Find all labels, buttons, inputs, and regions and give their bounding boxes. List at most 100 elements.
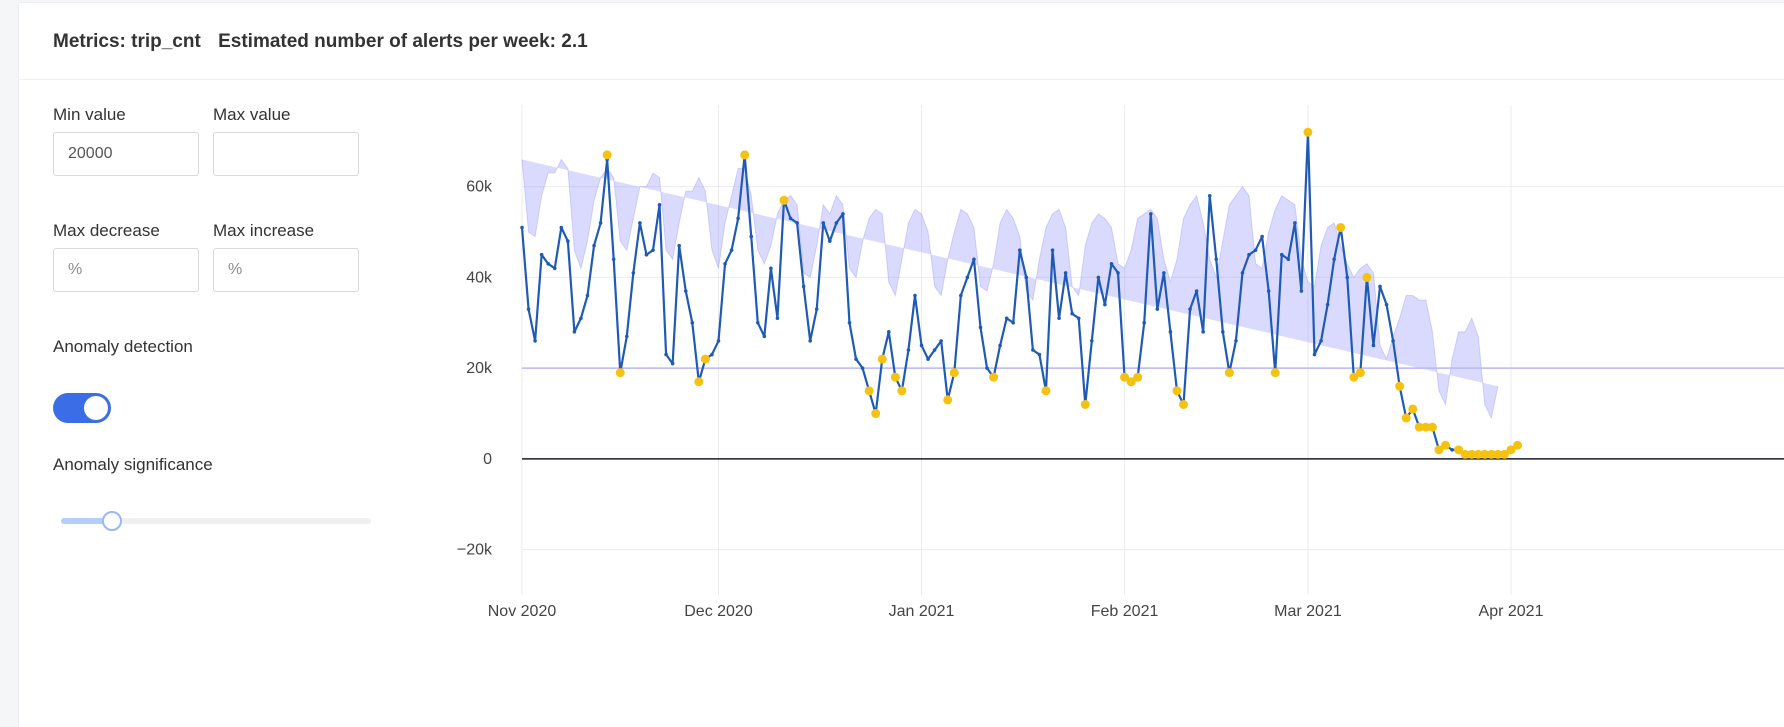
- data-point: [1057, 316, 1061, 321]
- data-point: [1017, 248, 1022, 252]
- anomaly-marker: [1355, 368, 1365, 378]
- data-point: [906, 348, 911, 352]
- data-point: [1214, 257, 1219, 262]
- data-point: [854, 357, 858, 361]
- anomaly-marker: [1303, 127, 1313, 137]
- data-point: [539, 252, 544, 257]
- data-point: [1234, 339, 1238, 343]
- data-point: [1155, 307, 1160, 311]
- alerts-chart: 60k 40k 20k 0 −20k Nov 2020 Dec 2020 Jan 2021 Fe…: [457, 105, 1784, 620]
- alerts-estimate: Estimated number of alerts per week: 2.1: [218, 31, 588, 52]
- data-point: [1253, 248, 1258, 252]
- data-point: [1201, 330, 1205, 334]
- data-point: [972, 257, 976, 262]
- data-point: [886, 330, 891, 334]
- anomaly-marker: [1349, 372, 1359, 382]
- data-point: [611, 257, 616, 262]
- data-point: [821, 221, 826, 225]
- data-point: [814, 307, 819, 311]
- data-point: [775, 316, 780, 321]
- data-point: [1384, 302, 1389, 307]
- anomaly-marker: [1427, 422, 1437, 432]
- data-point: [631, 271, 636, 275]
- y-tick-label: 40k: [466, 269, 493, 286]
- data-point: [1221, 330, 1225, 334]
- max-increase-input[interactable]: [213, 248, 359, 292]
- anomaly-marker: [1513, 440, 1523, 450]
- anomaly-marker: [694, 377, 704, 387]
- data-point: [566, 239, 570, 243]
- anomaly-marker: [864, 386, 874, 396]
- anomaly-significance-label: Anomaly significance: [53, 455, 213, 474]
- anomaly-detection-toggle[interactable]: [53, 393, 111, 423]
- data-point: [1090, 339, 1094, 343]
- data-point: [559, 225, 564, 230]
- anomaly-marker: [1441, 440, 1451, 450]
- data-point: [1103, 302, 1107, 307]
- anomaly-significance-slider[interactable]: [61, 511, 371, 531]
- data-point: [670, 361, 675, 366]
- anomaly-marker: [1126, 377, 1136, 387]
- anomaly-detection-label: Anomaly detection: [53, 337, 193, 356]
- data-point: [1076, 316, 1081, 321]
- data-point: [729, 248, 734, 252]
- data-point: [736, 216, 740, 221]
- data-point: [913, 293, 917, 298]
- data-point: [572, 330, 577, 334]
- max-value-label: Max value: [213, 105, 291, 124]
- data-point: [795, 221, 799, 225]
- anomaly-marker: [890, 372, 900, 382]
- data-point: [1345, 275, 1350, 280]
- anomaly-marker: [1401, 413, 1411, 423]
- anomaly-marker: [1499, 449, 1509, 459]
- min-value-input[interactable]: [53, 132, 199, 176]
- data-point: [1371, 343, 1376, 348]
- anomaly-marker: [897, 386, 907, 396]
- data-point: [1037, 352, 1042, 357]
- anomaly-marker: [1493, 449, 1503, 459]
- max-decrease-input[interactable]: [53, 248, 199, 292]
- max-value-input[interactable]: [213, 132, 359, 176]
- data-point: [683, 289, 688, 293]
- data-point: [959, 293, 963, 298]
- data-point: [690, 320, 695, 325]
- data-point: [657, 203, 662, 207]
- data-point: [755, 320, 760, 325]
- data-point: [638, 221, 642, 225]
- data-point: [749, 234, 754, 239]
- data-point: [664, 352, 668, 357]
- toggle-knob: [84, 396, 108, 420]
- data-point: [1116, 271, 1120, 275]
- data-point: [1162, 271, 1166, 275]
- data-point: [546, 261, 550, 266]
- slider-handle[interactable]: [101, 511, 122, 531]
- data-point: [808, 339, 812, 343]
- data-point: [723, 261, 727, 266]
- data-point: [1279, 252, 1284, 257]
- anomaly-marker: [871, 409, 881, 419]
- x-tick-label: Feb 2021: [1091, 603, 1159, 620]
- anomaly-marker: [1473, 449, 1483, 459]
- anomaly-marker: [943, 395, 953, 405]
- data-point: [1004, 316, 1009, 321]
- data-point: [1260, 234, 1264, 239]
- data-point: [1148, 212, 1153, 216]
- data-point: [985, 366, 989, 370]
- anomaly-marker: [1041, 386, 1051, 396]
- anomaly-marker: [1179, 399, 1189, 409]
- anomaly-marker: [1080, 399, 1090, 409]
- data-point: [1050, 248, 1055, 252]
- data-point: [1299, 289, 1304, 293]
- data-point: [1319, 339, 1323, 343]
- data-point: [978, 325, 983, 330]
- anomaly-marker: [1460, 449, 1470, 459]
- anomaly-marker: [877, 354, 887, 364]
- data-point: [1194, 289, 1199, 293]
- data-point: [644, 252, 649, 257]
- x-tick-label: Nov 2020: [488, 603, 557, 620]
- data-point: [677, 243, 681, 248]
- data-point: [1312, 352, 1317, 357]
- y-tick-label: 0: [483, 451, 492, 468]
- anomaly-marker: [1506, 445, 1516, 455]
- data-point: [932, 348, 937, 352]
